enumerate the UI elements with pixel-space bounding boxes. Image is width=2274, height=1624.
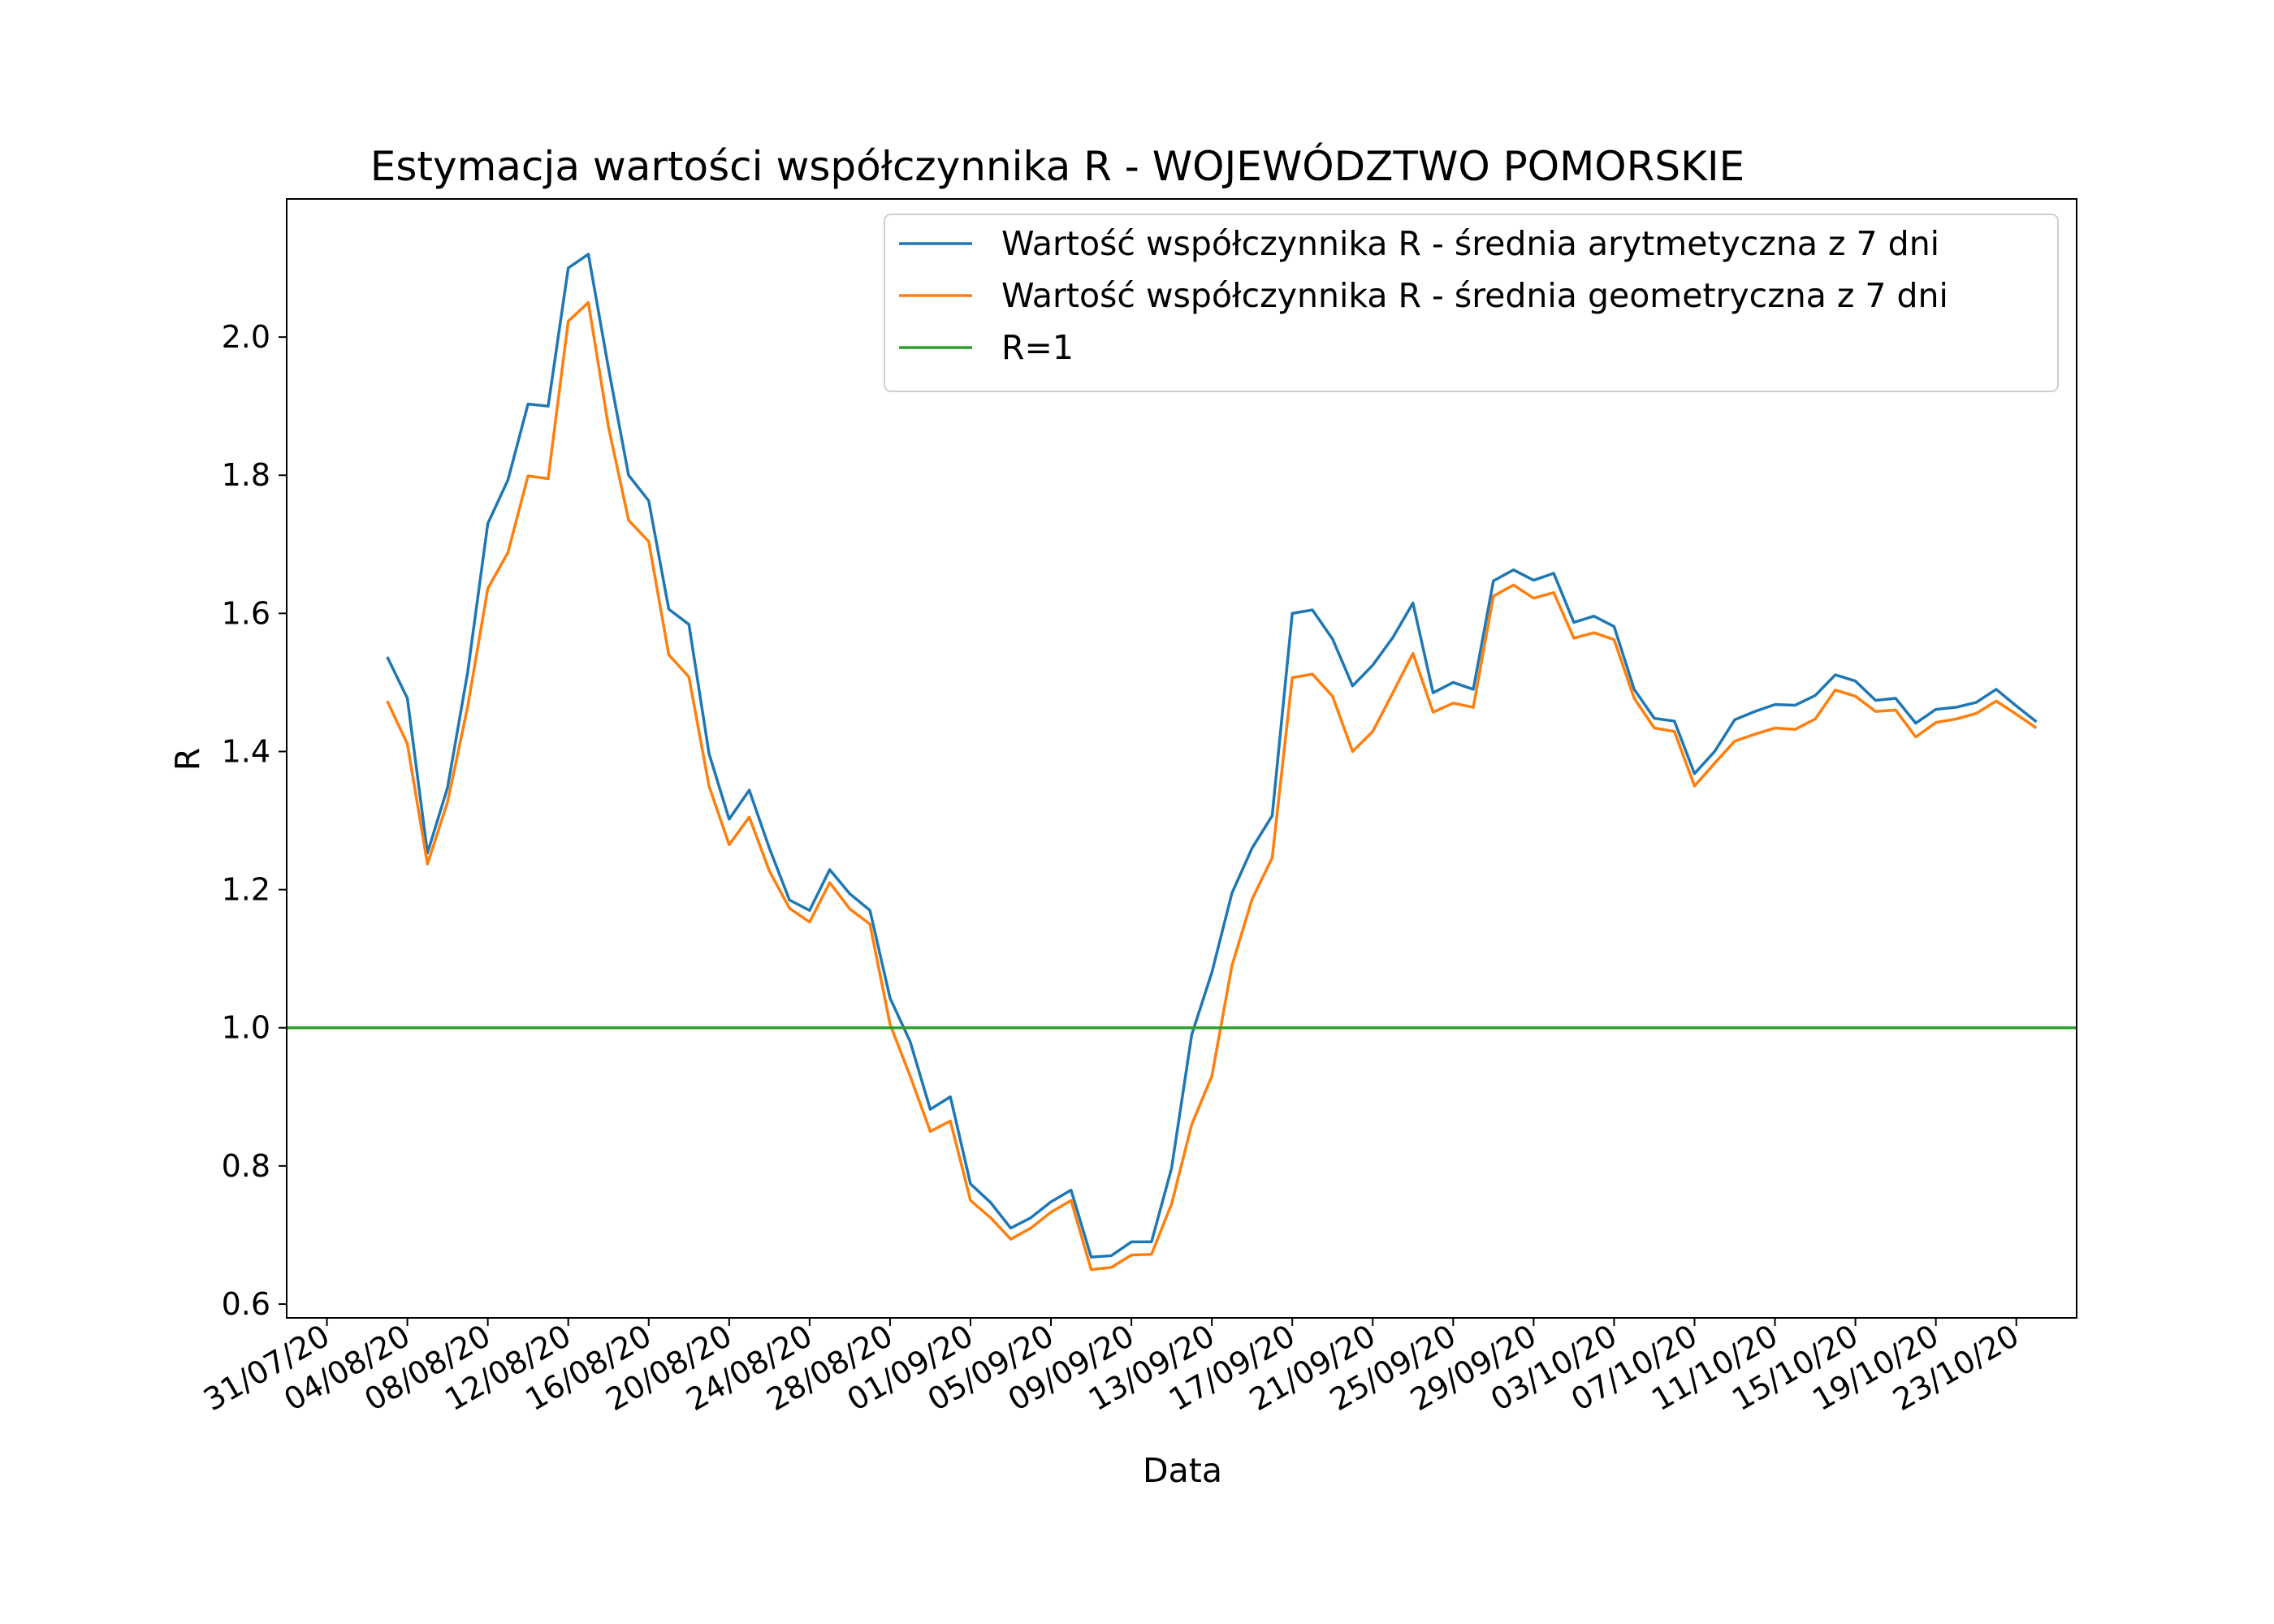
y-tick-label: 0.8 [222, 1148, 270, 1184]
series-line-1 [386, 253, 2038, 1259]
legend-box [884, 214, 2059, 392]
y-tick-label: 1.4 [222, 733, 270, 769]
legend: Wartość współczynnika R - średnia arytme… [884, 214, 2059, 392]
legend-label-1: Wartość współczynnika R - średnia arytme… [1001, 224, 1939, 263]
plot-frame [286, 198, 2077, 1319]
y-tick-label: 1.2 [222, 872, 270, 908]
y-axis: 0.6 0.8 1.0 1.2 1.4 1.6 1.8 2.0 [222, 319, 287, 1322]
chart-title: Estymacja wartości współczynnika R - WOJ… [370, 142, 1744, 190]
y-tick-label: 1.8 [222, 457, 270, 493]
y-tick-label: 0.6 [222, 1286, 270, 1322]
y-tick-label: 1.0 [222, 1010, 270, 1046]
series-line-2 [386, 300, 2038, 1272]
x-axis-label: Data [1143, 1451, 1222, 1490]
y-tick-label: 2.0 [222, 319, 270, 355]
legend-label-3: R=1 [1001, 328, 1074, 367]
legend-label-2: Wartość współczynnika R - średnia geomet… [1001, 276, 1948, 315]
y-tick-label: 1.6 [222, 595, 270, 631]
series-layer [287, 253, 2077, 1272]
y-axis-label: R [168, 748, 207, 771]
